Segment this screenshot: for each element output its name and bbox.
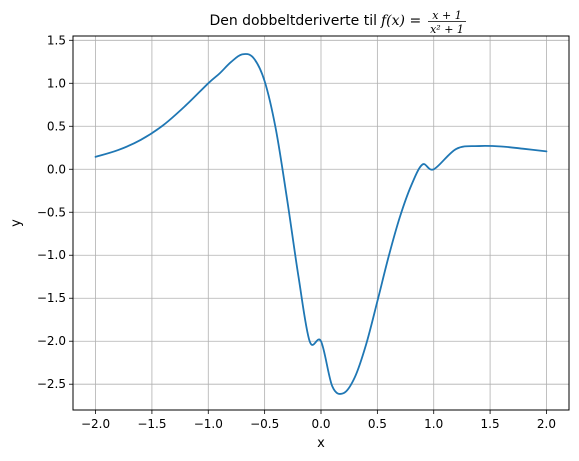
chart-title-text: Den dobbeltderiverte til xyxy=(209,13,377,29)
series-layer xyxy=(94,53,548,395)
series-line xyxy=(94,53,548,395)
y-tick-label: −1.5 xyxy=(37,291,66,305)
x-axis-label: x xyxy=(317,436,325,451)
y-tick-label: −0.5 xyxy=(37,205,66,219)
x-tick-label: 0.5 xyxy=(368,417,387,431)
grid xyxy=(73,36,569,410)
y-tick-label: 1.0 xyxy=(47,76,66,90)
y-tick-label: −1.0 xyxy=(37,248,66,262)
y-tick-label: 0.0 xyxy=(47,162,66,176)
x-tick-label: 0.0 xyxy=(311,417,330,431)
y-tick-label: −2.5 xyxy=(37,377,66,391)
y-tick-label: −2.0 xyxy=(37,334,66,348)
x-tick-label: −2.0 xyxy=(81,417,110,431)
x-tick-label: −0.5 xyxy=(250,417,279,431)
chart-title-formula-numerator: x + 1 xyxy=(432,9,461,22)
y-axis-label: y xyxy=(9,219,24,227)
x-tick-label: 2.0 xyxy=(537,417,556,431)
y-tick-label: 1.5 xyxy=(47,33,66,47)
x-axis-ticks: −2.0 −1.5 −1.0 −0.5 0.0 0.5 1.0 1.5 2.0 xyxy=(81,410,556,431)
x-tick-label: 1.0 xyxy=(424,417,443,431)
chart-title-formula-denominator: x² + 1 xyxy=(430,23,464,36)
x-tick-label: −1.5 xyxy=(137,417,166,431)
x-tick-label: 1.5 xyxy=(481,417,500,431)
y-axis-ticks: 1.5 1.0 0.5 0.0 −0.5 −1.0 −1.5 −2.0 −2.5 xyxy=(37,33,73,391)
y-tick-label: 0.5 xyxy=(47,119,66,133)
chart-title-formula-lhs: f(x) = xyxy=(380,13,421,29)
x-tick-label: −1.0 xyxy=(194,417,223,431)
chart-title: Den dobbeltderiverte til f(x) = x + 1 x²… xyxy=(209,9,466,36)
